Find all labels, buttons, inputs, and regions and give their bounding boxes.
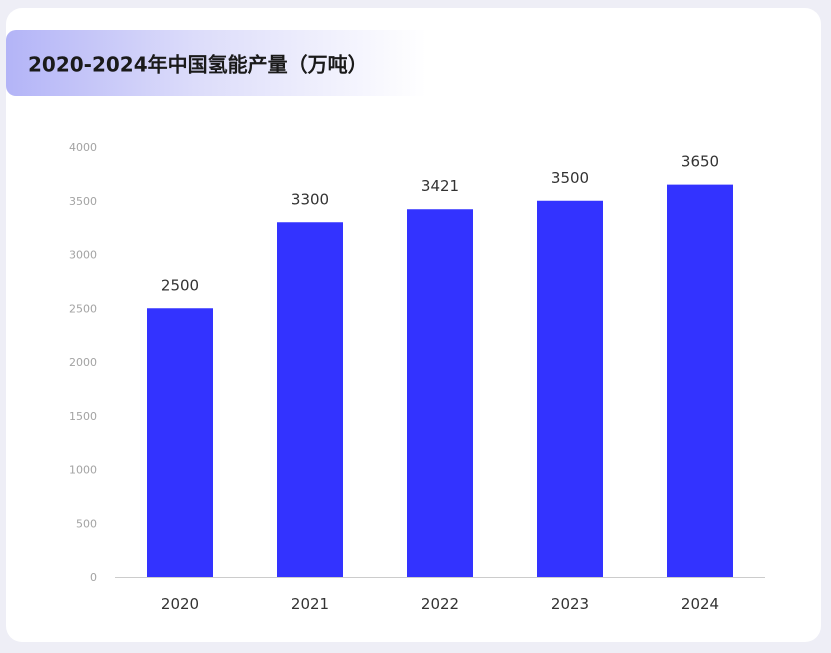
y-tick-label: 2000: [69, 356, 97, 369]
x-tick-label: 2021: [291, 595, 329, 613]
bar-2022: [407, 209, 473, 577]
y-tick-label: 500: [76, 517, 97, 530]
chart-title: 2020-2024年中国氢能产量（万吨）: [28, 52, 368, 77]
value-label: 3500: [551, 169, 589, 187]
value-label: 3300: [291, 190, 329, 208]
value-label: 3650: [681, 153, 719, 171]
y-tick-label: 3500: [69, 195, 97, 208]
title-banner: 2020-2024年中国氢能产量（万吨）: [6, 30, 426, 96]
bar-2023: [537, 200, 603, 577]
y-tick-label: 4000: [69, 141, 97, 154]
bar-2021: [277, 222, 343, 577]
y-tick-label: 1000: [69, 464, 97, 477]
x-tick-label: 2022: [421, 595, 459, 613]
y-tick-label: 0: [90, 571, 97, 584]
y-tick-label: 3000: [69, 249, 97, 262]
y-tick-label: 1500: [69, 410, 97, 423]
value-label: 3421: [421, 177, 459, 195]
x-tick-label: 2023: [551, 595, 589, 613]
bar-2024: [667, 184, 733, 577]
x-tick-label: 2024: [681, 595, 719, 613]
bar-2020: [147, 308, 213, 577]
y-tick-label: 2500: [69, 302, 97, 315]
x-tick-label: 2020: [161, 595, 199, 613]
value-label: 2500: [161, 276, 199, 294]
